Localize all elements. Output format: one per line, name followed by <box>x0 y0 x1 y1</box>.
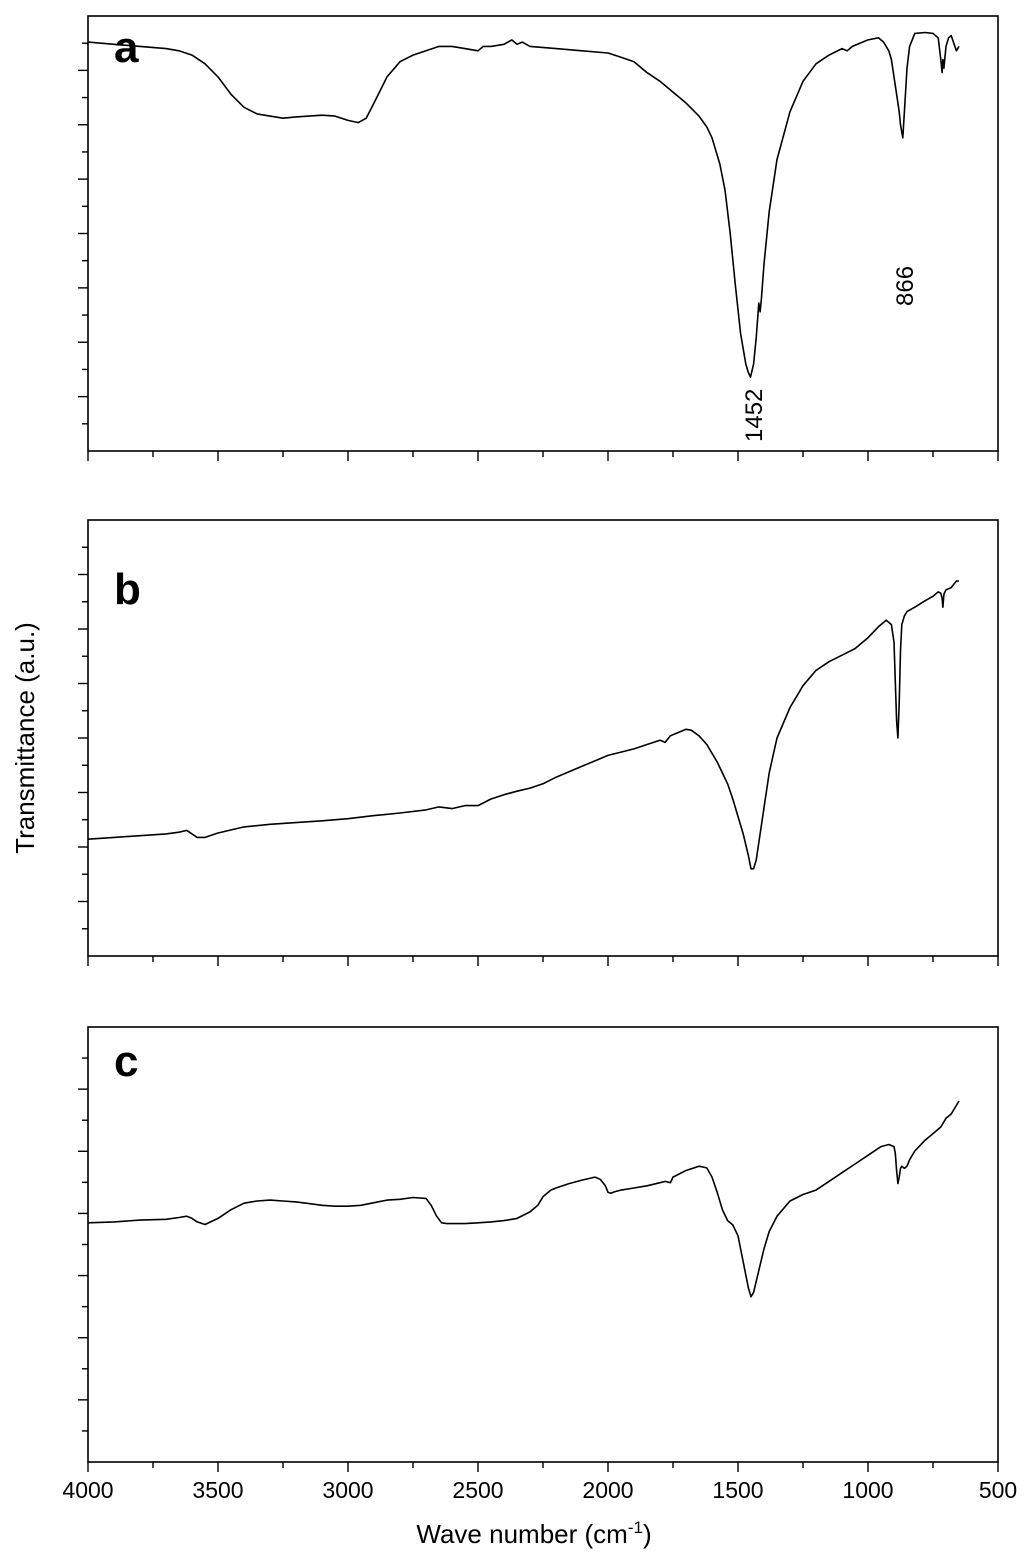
x-axis-title-close: ) <box>643 1519 652 1549</box>
panel-c-label: c <box>114 1037 138 1086</box>
panels <box>78 15 999 1472</box>
spectrum-line-a <box>87 31 960 378</box>
x-axis-title-main: Wave number (cm <box>416 1519 627 1549</box>
x-tick-label: 3000 <box>322 1477 373 1503</box>
x-tick-label: 500 <box>979 1477 1017 1503</box>
x-tick-label: 3500 <box>192 1477 243 1503</box>
x-axis-title-sup: -1 <box>628 1518 643 1537</box>
panel-frame <box>87 15 999 452</box>
x-tick-label: 2000 <box>582 1477 633 1503</box>
peak-label-866: 866 <box>892 266 919 306</box>
spectrum-line-c <box>87 1100 960 1298</box>
panel-a <box>78 15 999 461</box>
spectrum-line-b <box>87 580 959 870</box>
peak-label-1452: 1452 <box>741 389 768 442</box>
panel-c <box>78 1026 999 1472</box>
panel-b-label: b <box>114 565 141 614</box>
panel-b <box>78 519 999 966</box>
x-tick-label: 4000 <box>62 1477 113 1503</box>
x-tick-label: 1500 <box>712 1477 763 1503</box>
y-axis-title: Transmittance (a.u.) <box>10 622 40 854</box>
panel-frame <box>87 519 999 957</box>
panel-frame <box>87 1026 999 1463</box>
x-axis-title: Wave number (cm-1) <box>416 1518 651 1549</box>
x-tick-label: 1000 <box>842 1477 893 1503</box>
x-tick-label: 2500 <box>452 1477 503 1503</box>
panel-a-label: a <box>114 23 139 72</box>
